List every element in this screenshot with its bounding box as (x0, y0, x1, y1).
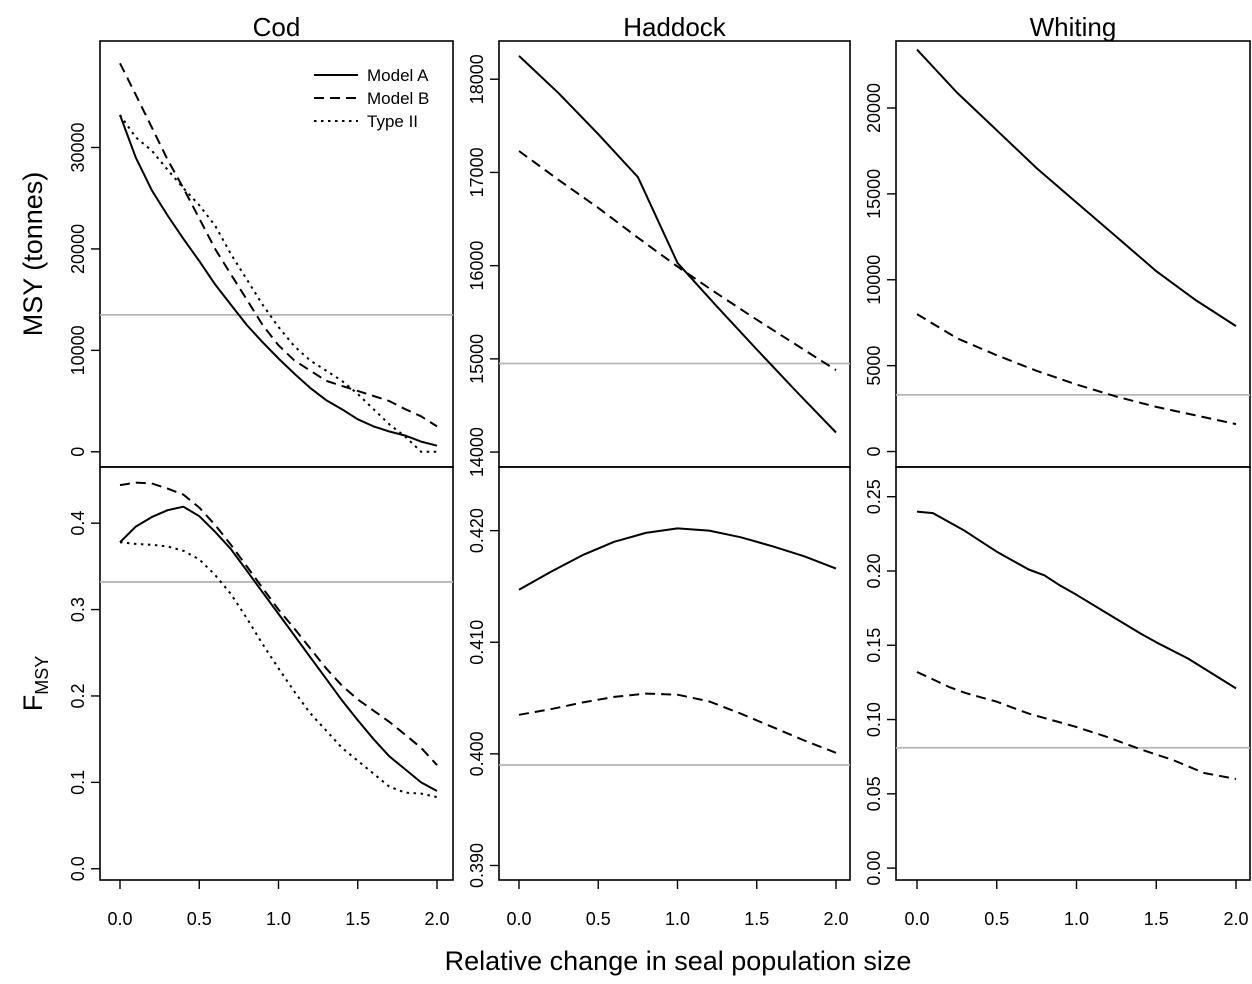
x-tick-label-haddock: 1.5 (744, 909, 769, 929)
y-axis-title-fmsy-subscript: MSY (32, 656, 52, 695)
y-tick-label-haddock-fmsy: 0.400 (467, 731, 487, 776)
y-tick-label-whiting-msy: 10000 (864, 255, 884, 305)
y-axis-title-fmsy-main: F (18, 695, 48, 712)
x-tick-label-whiting: 1.0 (1064, 909, 1089, 929)
series-line-cod-msy-model-b (119, 62, 438, 428)
x-tick-label-whiting: 0.0 (904, 909, 929, 929)
series-line-cod-msy-type-ii (119, 114, 437, 453)
y-tick-label-whiting-fmsy: 0.15 (864, 628, 884, 663)
x-tick-label-cod: 1.5 (345, 909, 370, 929)
y-tick-label-cod-msy: 30000 (68, 122, 88, 172)
panel-title-haddock: Haddock (623, 12, 727, 42)
series-line-haddock-msy-model-b (518, 150, 837, 371)
y-tick-label-whiting-fmsy: 0.00 (864, 851, 884, 886)
y-tick-label-haddock-msy: 15000 (467, 334, 487, 384)
y-tick-label-haddock-fmsy: 0.410 (467, 620, 487, 665)
panel-frame-haddock-msy (498, 40, 851, 468)
x-tick-label-haddock: 1.0 (665, 909, 690, 929)
y-tick-label-cod-fmsy: 0.4 (68, 511, 88, 536)
series-line-cod-msy-model-a (119, 114, 438, 447)
y-tick-label-cod-msy: 20000 (68, 224, 88, 274)
series-line-whiting-fmsy-model-b (916, 671, 1237, 780)
y-tick-label-haddock-msy: 17000 (467, 147, 487, 197)
y-tick-label-cod-msy: 10000 (68, 325, 88, 375)
legend-label-type-ii: Type II (367, 112, 418, 131)
series-line-cod-fmsy-type-ii (119, 541, 438, 799)
x-tick-label-haddock: 0.0 (506, 909, 531, 929)
y-tick-label-haddock-fmsy: 0.390 (467, 843, 487, 888)
y-tick-label-cod-msy: 0 (68, 447, 88, 457)
x-tick-label-whiting: 2.0 (1223, 909, 1248, 929)
y-tick-label-whiting-fmsy: 0.10 (864, 702, 884, 737)
panel-frame-whiting-msy (895, 40, 1251, 468)
x-tick-label-whiting: 0.5 (984, 909, 1009, 929)
y-tick-label-whiting-msy: 15000 (864, 169, 884, 219)
y-tick-label-haddock-fmsy: 0.420 (467, 508, 487, 553)
series-line-haddock-fmsy-model-a (518, 527, 837, 591)
series-line-cod-fmsy-model-a (119, 505, 438, 792)
y-tick-label-haddock-msy: 18000 (467, 54, 487, 104)
series-line-haddock-fmsy-model-b (518, 692, 837, 754)
x-axis-title: Relative change in seal population size (445, 946, 912, 976)
x-tick-label-haddock: 2.0 (823, 909, 848, 929)
x-tick-label-cod: 2.0 (424, 909, 449, 929)
y-tick-label-whiting-msy: 0 (864, 447, 884, 457)
series-line-whiting-msy-model-b (916, 313, 1237, 426)
y-tick-label-whiting-fmsy: 0.25 (864, 479, 884, 514)
panel-frame-cod-fmsy (99, 466, 454, 881)
y-tick-label-whiting-msy: 20000 (864, 83, 884, 133)
legend-label-model-a: Model A (367, 66, 429, 85)
panel-frame-haddock-fmsy (498, 466, 851, 881)
y-tick-label-whiting-msy: 5000 (864, 346, 884, 386)
legend-label-model-b: Model B (367, 89, 429, 108)
series-line-cod-fmsy-model-b (119, 481, 438, 766)
series-line-haddock-msy-model-a (518, 55, 837, 434)
y-tick-label-haddock-msy: 14000 (467, 427, 487, 477)
panel-title-cod: Cod (253, 12, 301, 42)
y-tick-label-cod-fmsy: 0.0 (68, 856, 88, 881)
y-tick-label-whiting-fmsy: 0.05 (864, 776, 884, 811)
series-line-whiting-msy-model-a (916, 48, 1237, 327)
y-tick-label-cod-fmsy: 0.2 (68, 683, 88, 708)
y-tick-label-whiting-fmsy: 0.20 (864, 553, 884, 588)
series-line-whiting-fmsy-model-a (916, 510, 1237, 690)
panel-frame-whiting-fmsy (895, 466, 1251, 881)
y-tick-label-cod-fmsy: 0.1 (68, 770, 88, 795)
x-tick-label-cod: 0.0 (107, 909, 132, 929)
x-tick-label-cod: 0.5 (187, 909, 212, 929)
y-tick-label-cod-fmsy: 0.3 (68, 597, 88, 622)
x-tick-label-haddock: 0.5 (586, 909, 611, 929)
x-tick-label-whiting: 1.5 (1144, 909, 1169, 929)
y-tick-label-haddock-msy: 16000 (467, 241, 487, 291)
y-axis-title-fmsy: FMSY (18, 656, 52, 712)
x-tick-label-cod: 1.0 (266, 909, 291, 929)
panel-title-whiting: Whiting (1030, 12, 1117, 42)
y-axis-title-msy: MSY (tonnes) (18, 172, 48, 337)
